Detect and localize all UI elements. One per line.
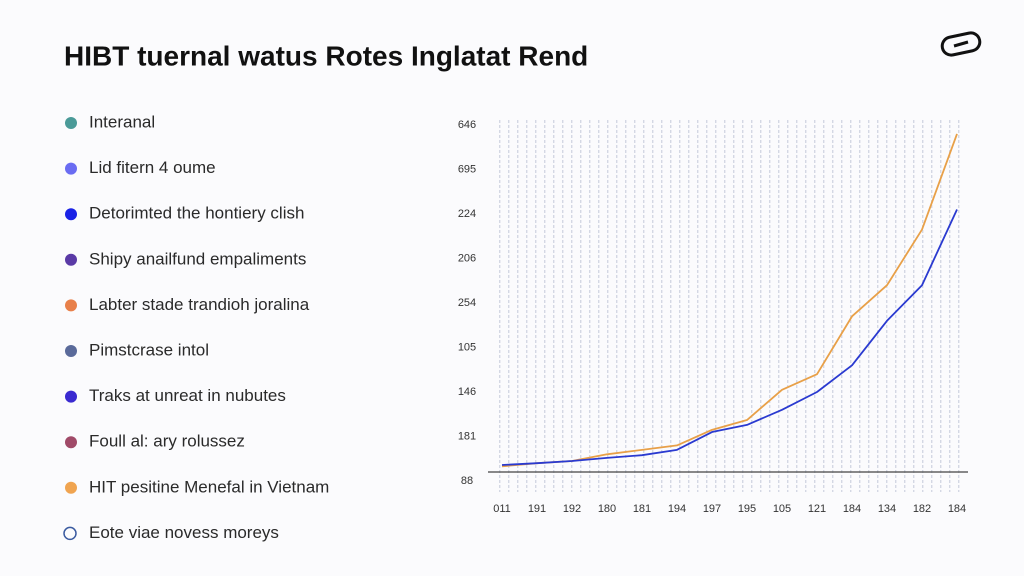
list-item: Shipy anailfund empaliments	[89, 249, 306, 268]
bullet	[65, 299, 77, 312]
x-tick-label: 197	[703, 503, 721, 515]
y-tick-label: 105	[458, 341, 476, 353]
list-item: Detorimted the hontiery clish	[89, 204, 304, 223]
bullet	[65, 345, 77, 357]
x-tick-label: 134	[878, 503, 896, 515]
list-item: Traks at unreat in nubutes	[89, 386, 286, 405]
y-tick-label: 88	[461, 475, 473, 487]
x-tick-label: 191	[528, 503, 546, 515]
slide-title: HIBT tuernal watus Rotes Inglatat Rend	[64, 40, 588, 71]
x-tick-label: 182	[913, 503, 931, 515]
list-item: Labter stade trandioh joralina	[89, 295, 310, 314]
x-tick-label: 180	[598, 503, 616, 515]
list-item: Interanal	[89, 112, 155, 131]
x-tick-label: 121	[808, 503, 826, 515]
x-tick-label: 181	[633, 503, 651, 515]
bullet	[65, 162, 77, 175]
series-line	[501, 209, 958, 466]
y-tick-label: 206	[458, 252, 476, 264]
x-tick-label: 184	[843, 503, 861, 515]
list-item: Pimstcrase intol	[89, 340, 209, 359]
bullet	[65, 436, 77, 449]
x-tick-label: 192	[563, 503, 581, 515]
y-tick-label: 181	[458, 430, 476, 442]
x-tick-label: 011	[493, 503, 511, 515]
y-tick-label: 695	[458, 163, 476, 175]
bullet	[65, 481, 77, 494]
link-icon[interactable]	[940, 31, 982, 57]
x-tick-label: 194	[668, 503, 686, 515]
list-item: Lid fitern 4 oume	[89, 158, 216, 177]
bullet	[63, 526, 77, 541]
bullet	[65, 117, 77, 129]
list-item: Eote viae novess moreys	[89, 523, 279, 542]
y-tick-label: 146	[458, 386, 476, 398]
y-tick-label: 646	[458, 119, 476, 131]
bullet	[65, 253, 77, 266]
x-tick-label: 105	[773, 503, 791, 515]
plot-texture	[492, 120, 962, 492]
list-item: Foull al: ary rolussez	[89, 432, 245, 451]
y-tick-label: 254	[458, 297, 476, 309]
y-tick-label: 224	[458, 208, 476, 220]
bullet	[65, 208, 77, 221]
x-tick-label: 195	[738, 503, 756, 515]
bullet	[65, 390, 77, 403]
x-tick-label: 184	[948, 503, 966, 515]
list-item: HIT pesitine Menefal in Vietnam	[89, 477, 329, 496]
